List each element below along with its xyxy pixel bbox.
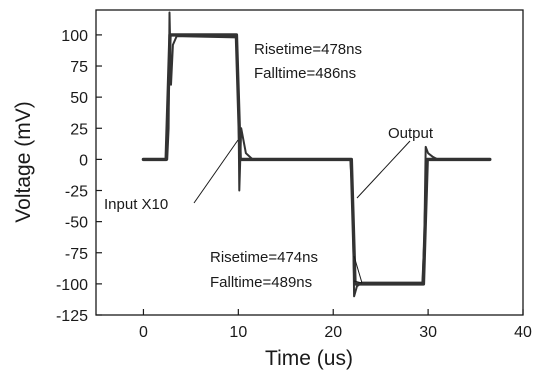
series-layer xyxy=(141,11,492,298)
leader-falltime-bottom xyxy=(353,280,363,284)
annotation-risetime-top: Risetime=478ns xyxy=(254,41,362,58)
x-axis-title: Time (us) xyxy=(265,347,353,370)
y-axis-title: Voltage (mV) xyxy=(12,101,35,222)
annotation-falltime-bottom: Falltime=489ns xyxy=(210,274,312,291)
series-line-output xyxy=(142,11,491,298)
y-tick-label: -25 xyxy=(65,184,88,201)
leader-risetime-bottom xyxy=(353,255,363,284)
y-tick-label: 25 xyxy=(70,121,88,138)
annotation-risetime-bottom: Risetime=474ns xyxy=(210,249,318,266)
y-tick-label: -50 xyxy=(65,215,88,232)
x-tick-label: 10 xyxy=(229,324,247,341)
y-tick-label: -125 xyxy=(56,308,88,325)
y-tick-label: 100 xyxy=(61,28,88,45)
y-tick-label: 50 xyxy=(70,90,88,107)
annotation-falltime-top: Falltime=486ns xyxy=(254,65,356,82)
y-axis-ticks: 100 75 50 25 0 -25 -50 -75 -100 -125 xyxy=(56,28,102,325)
x-axis-ticks: 0 10 20 30 40 xyxy=(139,309,532,341)
annotation-input-x10: Input X10 xyxy=(104,196,168,213)
leader-output xyxy=(356,140,411,199)
leader-lines xyxy=(193,139,411,284)
y-tick-label: 0 xyxy=(79,152,88,169)
x-tick-label: 20 xyxy=(324,324,342,341)
annotations: Risetime=478ns Falltime=486ns Output Inp… xyxy=(104,41,434,291)
y-tick-label: 75 xyxy=(70,59,88,76)
annotation-output: Output xyxy=(388,125,434,142)
x-tick-label: 0 xyxy=(139,324,148,341)
x-tick-label: 30 xyxy=(419,324,437,341)
leader-input-x10 xyxy=(193,139,239,204)
y-tick-label: -75 xyxy=(65,246,88,263)
x-tick-label: 40 xyxy=(514,324,532,341)
y-tick-label: -100 xyxy=(56,277,88,294)
plot-frame xyxy=(95,9,524,316)
